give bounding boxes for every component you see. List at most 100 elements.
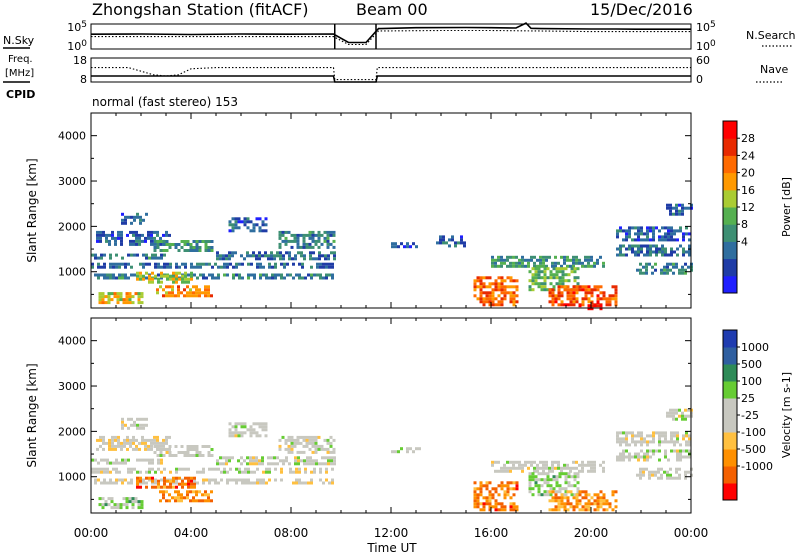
heatmap-cell [99, 236, 102, 240]
heatmap-cell [151, 485, 154, 489]
heatmap-cell [124, 262, 127, 266]
heatmap-cell [584, 505, 588, 509]
heatmap-cell [207, 291, 210, 295]
heatmap-cell [278, 230, 282, 234]
heatmap-cell [409, 447, 412, 451]
heatmap-cell [264, 422, 268, 426]
heatmap-cell [121, 417, 124, 421]
heatmap-cell [262, 273, 265, 277]
heatmap-cell [171, 291, 174, 295]
heatmap-cell [190, 274, 193, 278]
heatmap-cell [195, 451, 199, 454]
heatmap-cell [531, 487, 535, 491]
heatmap-cell [646, 235, 649, 239]
heatmap-cell [261, 254, 264, 258]
heatmap-cell [166, 485, 169, 489]
heatmap-cell [590, 294, 594, 298]
heatmap-cell [186, 285, 189, 289]
heatmap-cell [500, 303, 504, 307]
heatmap-cell [157, 482, 160, 486]
heatmap-cell [512, 466, 515, 470]
heatmap-cell [596, 502, 600, 506]
heatmap-cell [636, 473, 639, 477]
heatmap-cell [687, 414, 690, 418]
heatmap-cell [494, 285, 498, 289]
heatmap-cell [631, 238, 634, 242]
heatmap-cell [670, 232, 673, 236]
heatmap-cell [104, 503, 108, 507]
heatmap-cell [531, 288, 535, 292]
heatmap-cell [509, 276, 513, 280]
heatmap-cell [602, 499, 606, 503]
heatmap-cell [151, 280, 154, 284]
heatmap-cell [214, 481, 217, 485]
heatmap-cell [546, 267, 550, 271]
heatmap-cell [323, 230, 327, 234]
heatmap-cell [284, 242, 288, 246]
heatmap-cell [273, 462, 276, 466]
heatmap-cell [587, 291, 591, 295]
heatmap-cell [258, 462, 261, 466]
heatmap-cell [162, 249, 166, 252]
heatmap-cell [658, 235, 661, 239]
heatmap-cell [174, 294, 177, 298]
heatmap-cell [512, 291, 516, 295]
heatmap-cell [231, 425, 235, 429]
heatmap-cell [682, 232, 685, 236]
heatmap-cell [210, 490, 213, 494]
heatmap-cell [497, 255, 500, 259]
heatmap-cell [168, 493, 171, 497]
heatmap-cell [578, 288, 582, 292]
heatmap-cell [548, 466, 551, 470]
heatmap-cell [303, 459, 306, 463]
heatmap-cell [252, 459, 255, 463]
heatmap-cell [219, 257, 222, 261]
heatmap-cell [268, 478, 271, 482]
heatmap-cell [500, 469, 503, 473]
heatmap-cell [494, 508, 498, 512]
heatmap-cell [145, 470, 148, 474]
heatmap-cell [302, 444, 306, 448]
heatmap-cell [228, 229, 232, 233]
heatmap-cell [587, 463, 590, 467]
heatmap-cell [599, 255, 602, 259]
heatmap-cell [99, 435, 102, 439]
heatmap-cell [332, 239, 336, 243]
heatmap-cell [235, 467, 238, 471]
heatmap-cell [494, 279, 498, 283]
heatmap-cell [113, 506, 117, 510]
heatmap-cell [292, 262, 295, 266]
heatmap-cell [608, 300, 612, 304]
heatmap-cell [181, 485, 184, 489]
freq-label-1: Freq. [8, 54, 33, 65]
heatmap-cell [120, 239, 123, 243]
heatmap-cell [108, 239, 111, 243]
heatmap-cell [106, 276, 109, 280]
heatmap-cell [596, 301, 600, 305]
heatmap-cell [288, 254, 291, 258]
heatmap-cell [560, 505, 564, 509]
time-tick-label: 00:00 [74, 526, 109, 540]
heatmap-cell [555, 481, 559, 485]
heatmap-cell [305, 444, 309, 448]
heatmap-cell [101, 506, 105, 510]
heatmap-cell [196, 481, 199, 485]
heatmap-cell [274, 262, 277, 266]
heatmap-cell [639, 262, 642, 266]
heatmap-cell [500, 291, 504, 295]
heatmap-cell [119, 295, 123, 299]
heatmap-cell [240, 434, 244, 438]
heatmap-cell [658, 229, 661, 233]
heatmap-cell [166, 277, 169, 281]
heatmap-cell [536, 466, 539, 470]
heatmap-cell [198, 288, 201, 292]
heatmap-cell [521, 255, 524, 259]
heatmap-cell [126, 233, 129, 237]
heatmap-cell [602, 460, 605, 464]
heatmap-cell [311, 441, 315, 445]
heatmap-cell [531, 478, 535, 482]
heatmap-cell [460, 235, 463, 239]
heatmap-cell [575, 297, 579, 301]
heatmap-cell [587, 297, 591, 301]
power-colorbar-tick-label: 24 [741, 149, 755, 162]
